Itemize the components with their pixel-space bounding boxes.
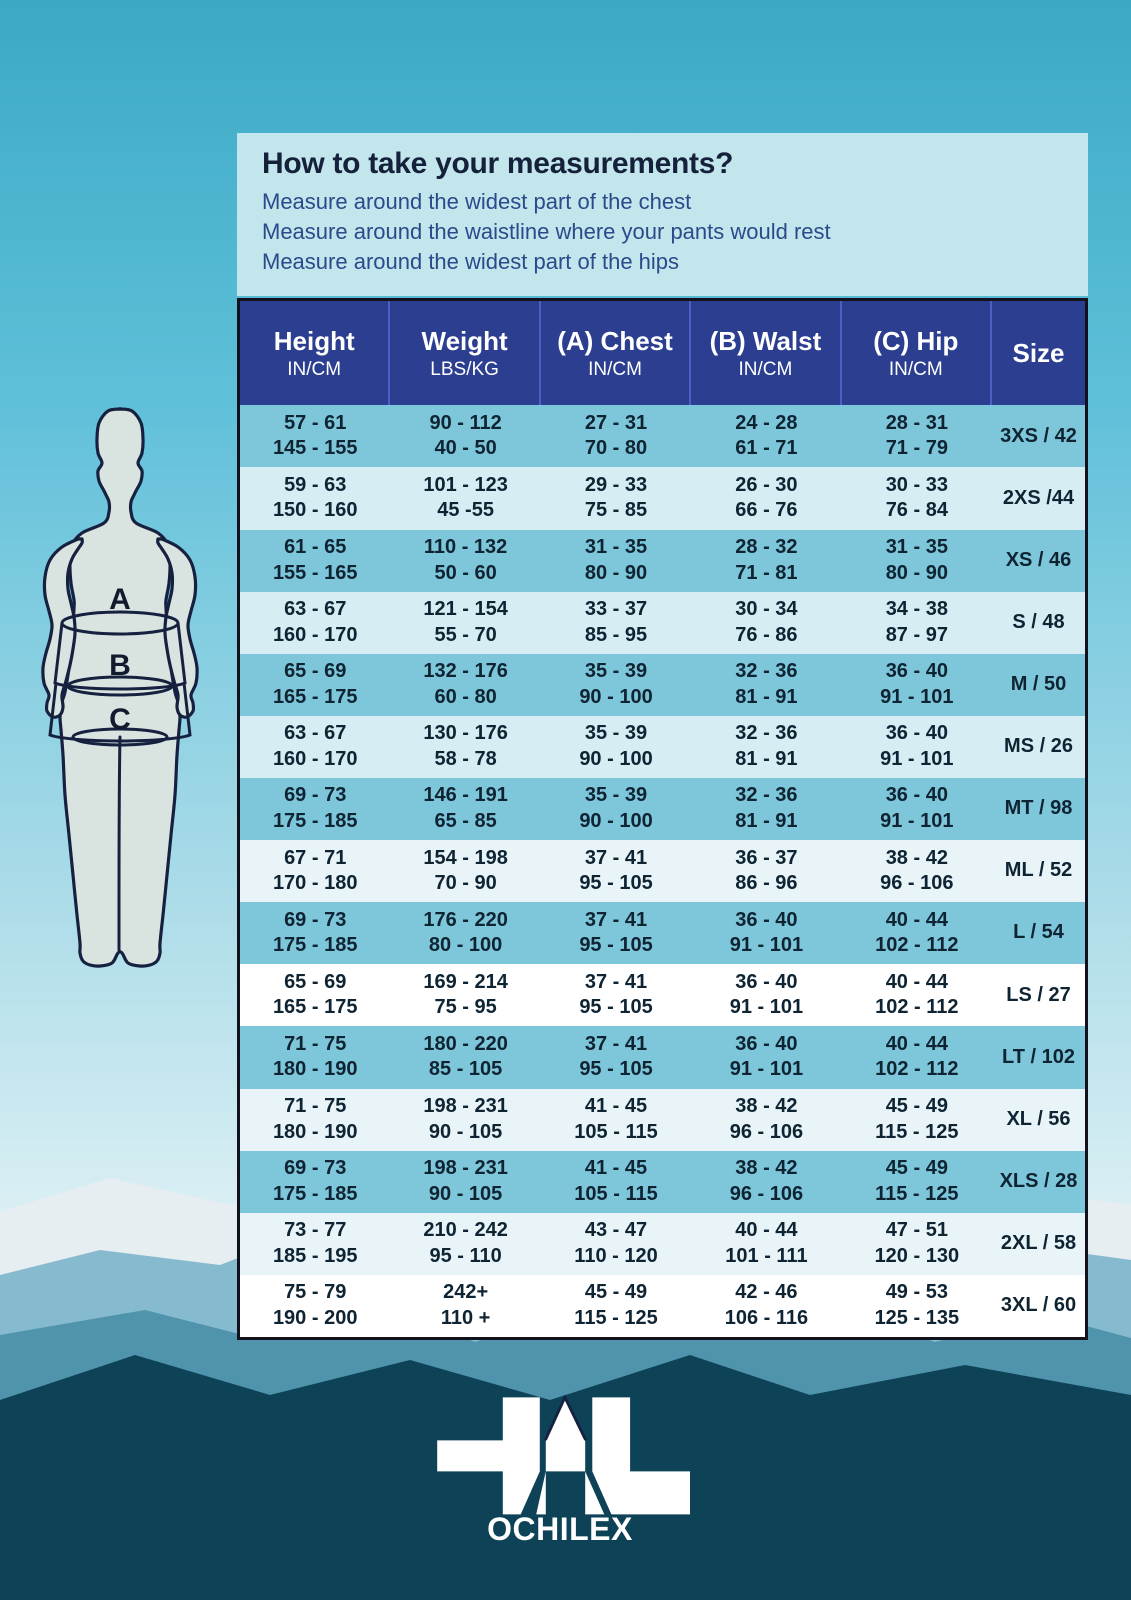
svg-text:OCHILEX: OCHILEX bbox=[487, 1511, 633, 1545]
svg-text:B: B bbox=[109, 649, 131, 682]
svg-text:A: A bbox=[109, 583, 131, 616]
svg-text:C: C bbox=[109, 703, 131, 736]
